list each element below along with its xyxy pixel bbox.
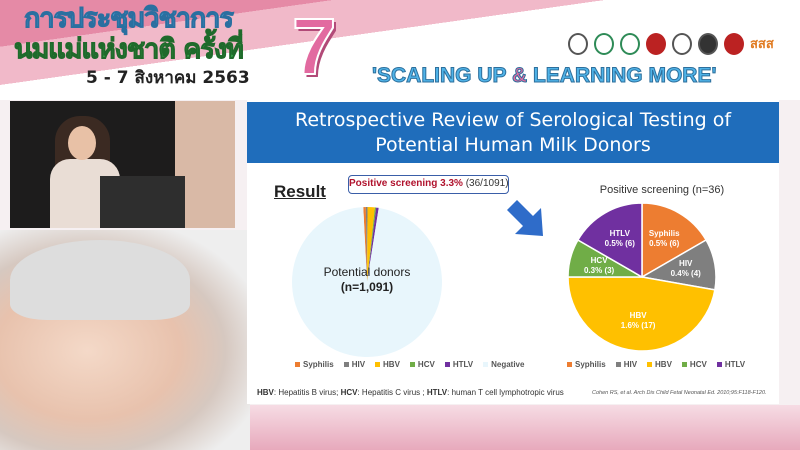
- abbr-hcv-text: : Hepatitis C virus ;: [357, 388, 427, 397]
- positive-screening-callout: Positive screening 3.3% (36/1091): [348, 175, 509, 194]
- slide-title-line1: Retrospective Review of Serological Test…: [294, 109, 732, 131]
- legend-swatch: [409, 362, 415, 368]
- legend-swatch: [615, 362, 621, 368]
- legend-item-syphilis: Syphilis: [567, 360, 606, 370]
- legend-swatch: [716, 362, 722, 368]
- positive-pie-chart: [567, 202, 717, 352]
- slide-title: Retrospective Review of Serological Test…: [247, 102, 779, 163]
- conference-banner: การประชุมวิชาการ นมแม่แห่งชาติ ครั้งที่ …: [0, 0, 800, 100]
- legend-item-hcv: HCV: [681, 360, 707, 370]
- logo-icon: [620, 33, 640, 55]
- data-label-hcv: HCV 0.3% (3): [583, 255, 615, 275]
- sponsor-logos: สสส: [568, 32, 774, 56]
- background-child-photo: [0, 230, 250, 450]
- positive-legend: Syphilis HIV HBV HCV HTLV: [567, 360, 745, 370]
- callout-count: (36/1091): [462, 178, 509, 189]
- legend-item-hiv: HIV: [343, 360, 365, 370]
- data-label-hiv: HIV 0.4% (4): [670, 259, 701, 279]
- banner-date: 5 - 7 สิงหาคม 2563: [86, 68, 250, 88]
- speaker-video: [10, 101, 235, 228]
- pie-slice-hbv: [367, 207, 375, 282]
- presentation-slide: Retrospective Review of Serological Test…: [247, 100, 779, 404]
- legend-swatch: [483, 362, 489, 368]
- slogan-part2: LEARNING MORE': [527, 64, 717, 88]
- legend-item-hbv: HBV: [647, 360, 672, 370]
- center-label-line1: Potential donors: [323, 265, 411, 279]
- abbr-hbv-text: : Hepatitis B virus;: [273, 388, 341, 397]
- logo-icon: [724, 33, 744, 55]
- arrow-icon: [507, 200, 543, 236]
- banner-title-line1: การประชุมวิชาการ: [24, 3, 235, 34]
- legend-item-hcv: HCV: [409, 360, 435, 370]
- data-label-hbv: HBV 1.6% (17): [620, 311, 656, 331]
- donors-pie-chart: [292, 207, 442, 357]
- citation: Cohen RS, et al. Arch Dis Child Fetal Ne…: [592, 390, 767, 396]
- video-wall: [175, 101, 235, 228]
- pie-slice-syphilis: [641, 202, 708, 279]
- legend-item-negative: Negative: [483, 360, 524, 370]
- logo-icon: [568, 33, 588, 55]
- callout-bold: Positive screening 3.3%: [349, 178, 463, 189]
- pie-slice-htlv: [576, 202, 643, 279]
- data-label-htlv: HTLV 0.5% (6): [604, 228, 635, 248]
- speaker-face: [68, 126, 96, 160]
- legend-swatch: [567, 362, 572, 368]
- donors-center-label: Potential donors (n=1,091): [307, 265, 427, 295]
- slogan-ampersand: &: [511, 64, 528, 88]
- legend-swatch: [343, 362, 349, 368]
- positive-pie-title: Positive screening (n=36): [599, 184, 725, 196]
- legend-swatch: [647, 362, 653, 368]
- logo-icon: [672, 33, 692, 55]
- pie-slice-htlv: [367, 207, 379, 282]
- legend-swatch: [295, 362, 300, 368]
- pie-slice-hcv: [367, 207, 377, 282]
- legend-swatch: [375, 362, 381, 368]
- center-label-line2: (n=1,091): [340, 280, 394, 294]
- footer-decoration: [250, 405, 800, 450]
- pie-slice-hiv: [365, 207, 368, 282]
- abbr-hbv: HBV: [257, 388, 274, 397]
- legend-swatch: [444, 362, 450, 368]
- abbreviations-note: HBV: Hepatitis B virus; HCV: Hepatitis C…: [257, 388, 564, 398]
- data-label-syphilis: Syphilis 0.5% (6): [648, 228, 680, 248]
- legend-swatch: [681, 362, 687, 368]
- hat-shape: [10, 240, 190, 320]
- banner-title-line2: นมแม่แห่งชาติ ครั้งที่: [14, 34, 245, 65]
- pie-slice-syphilis: [363, 207, 367, 282]
- legend-item-htlv: HTLV: [716, 360, 745, 370]
- logo-icon: [594, 33, 614, 55]
- banner-background: [0, 0, 800, 100]
- logo-icon: [646, 33, 666, 55]
- banner-slogan: 'SCALING UP & LEARNING MORE': [372, 64, 717, 88]
- thaihealth-logo: สสส: [750, 36, 774, 51]
- slide-title-line2: Potential Human Milk Donors: [375, 134, 651, 156]
- banner-edition-number: 7: [291, 1, 337, 92]
- slogan-part1: 'SCALING UP: [372, 64, 512, 88]
- logo-icon: [698, 33, 718, 55]
- abbr-htlv: HTLV: [426, 388, 448, 397]
- legend-item-syphilis: Syphilis: [295, 360, 334, 370]
- donors-legend: Syphilis HIV HBV HCV HTLV Negative: [295, 360, 524, 370]
- result-heading: Result: [274, 182, 326, 201]
- pie-slice-hbv: [567, 276, 716, 352]
- legend-item-hbv: HBV: [375, 360, 400, 370]
- abbr-htlv-text: : human T cell lymphotropic virus: [447, 388, 564, 397]
- podium: [100, 176, 185, 228]
- legend-item-hiv: HIV: [615, 360, 637, 370]
- legend-item-htlv: HTLV: [444, 360, 473, 370]
- pie-slice-negative: [292, 207, 442, 357]
- abbr-hcv: HCV: [340, 388, 358, 397]
